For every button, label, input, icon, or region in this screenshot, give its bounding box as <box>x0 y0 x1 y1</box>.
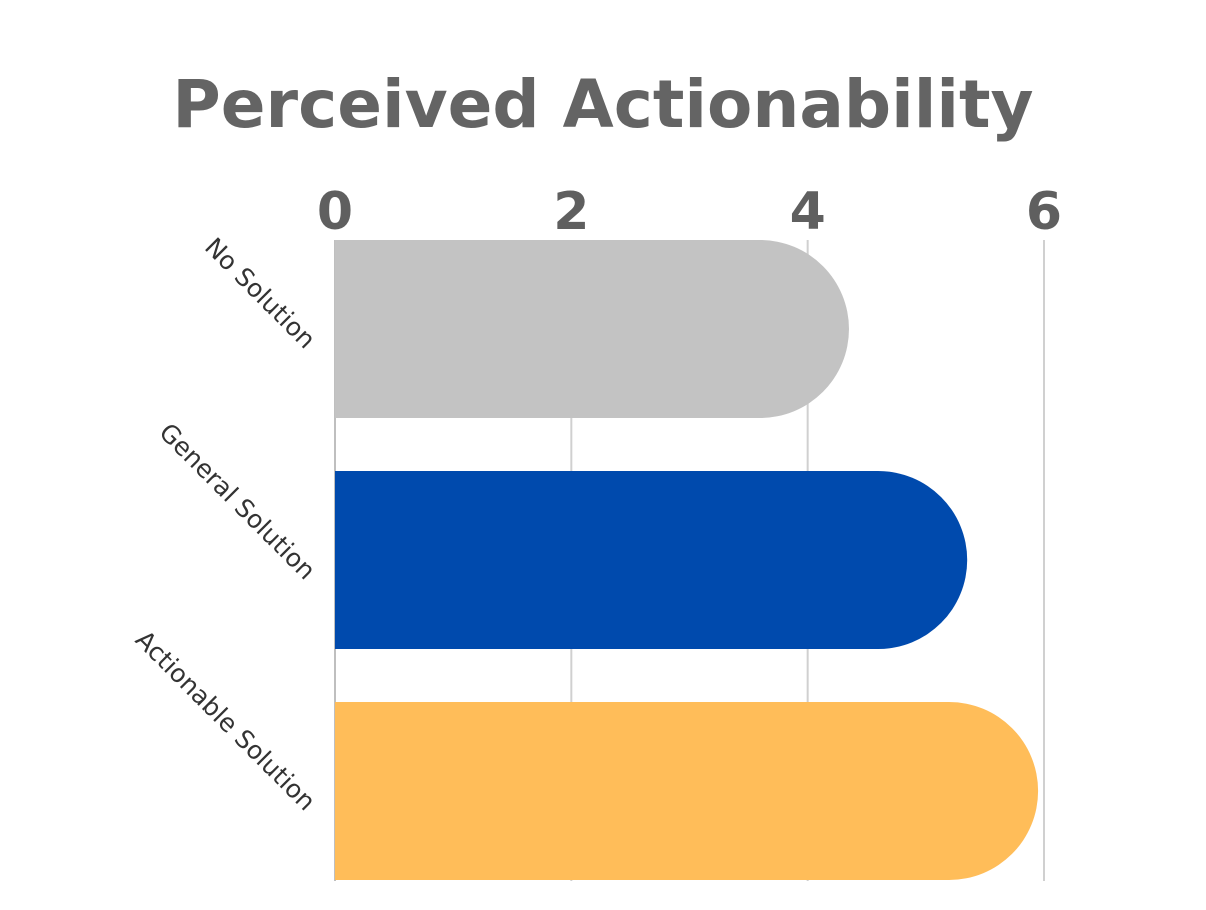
category-label: No Solution <box>199 232 321 354</box>
x-axis: 0 2 4 6 <box>317 182 1062 881</box>
bar-general-solution <box>335 471 968 649</box>
bar-no-solution <box>335 240 849 418</box>
x-tick-label: 0 <box>317 182 353 242</box>
bar-actionable-solution <box>335 702 1039 880</box>
x-tick-label: 6 <box>1026 182 1062 242</box>
x-tick-label: 4 <box>790 182 826 242</box>
chart-title: Perceived Actionability <box>172 66 1033 143</box>
bars <box>335 240 1039 880</box>
category-labels: No Solution General Solution Actionable So… <box>130 232 321 816</box>
category-label: General Solution <box>153 417 321 585</box>
category-label: Actionable Solution <box>130 625 321 816</box>
x-tick-label: 2 <box>553 182 589 242</box>
